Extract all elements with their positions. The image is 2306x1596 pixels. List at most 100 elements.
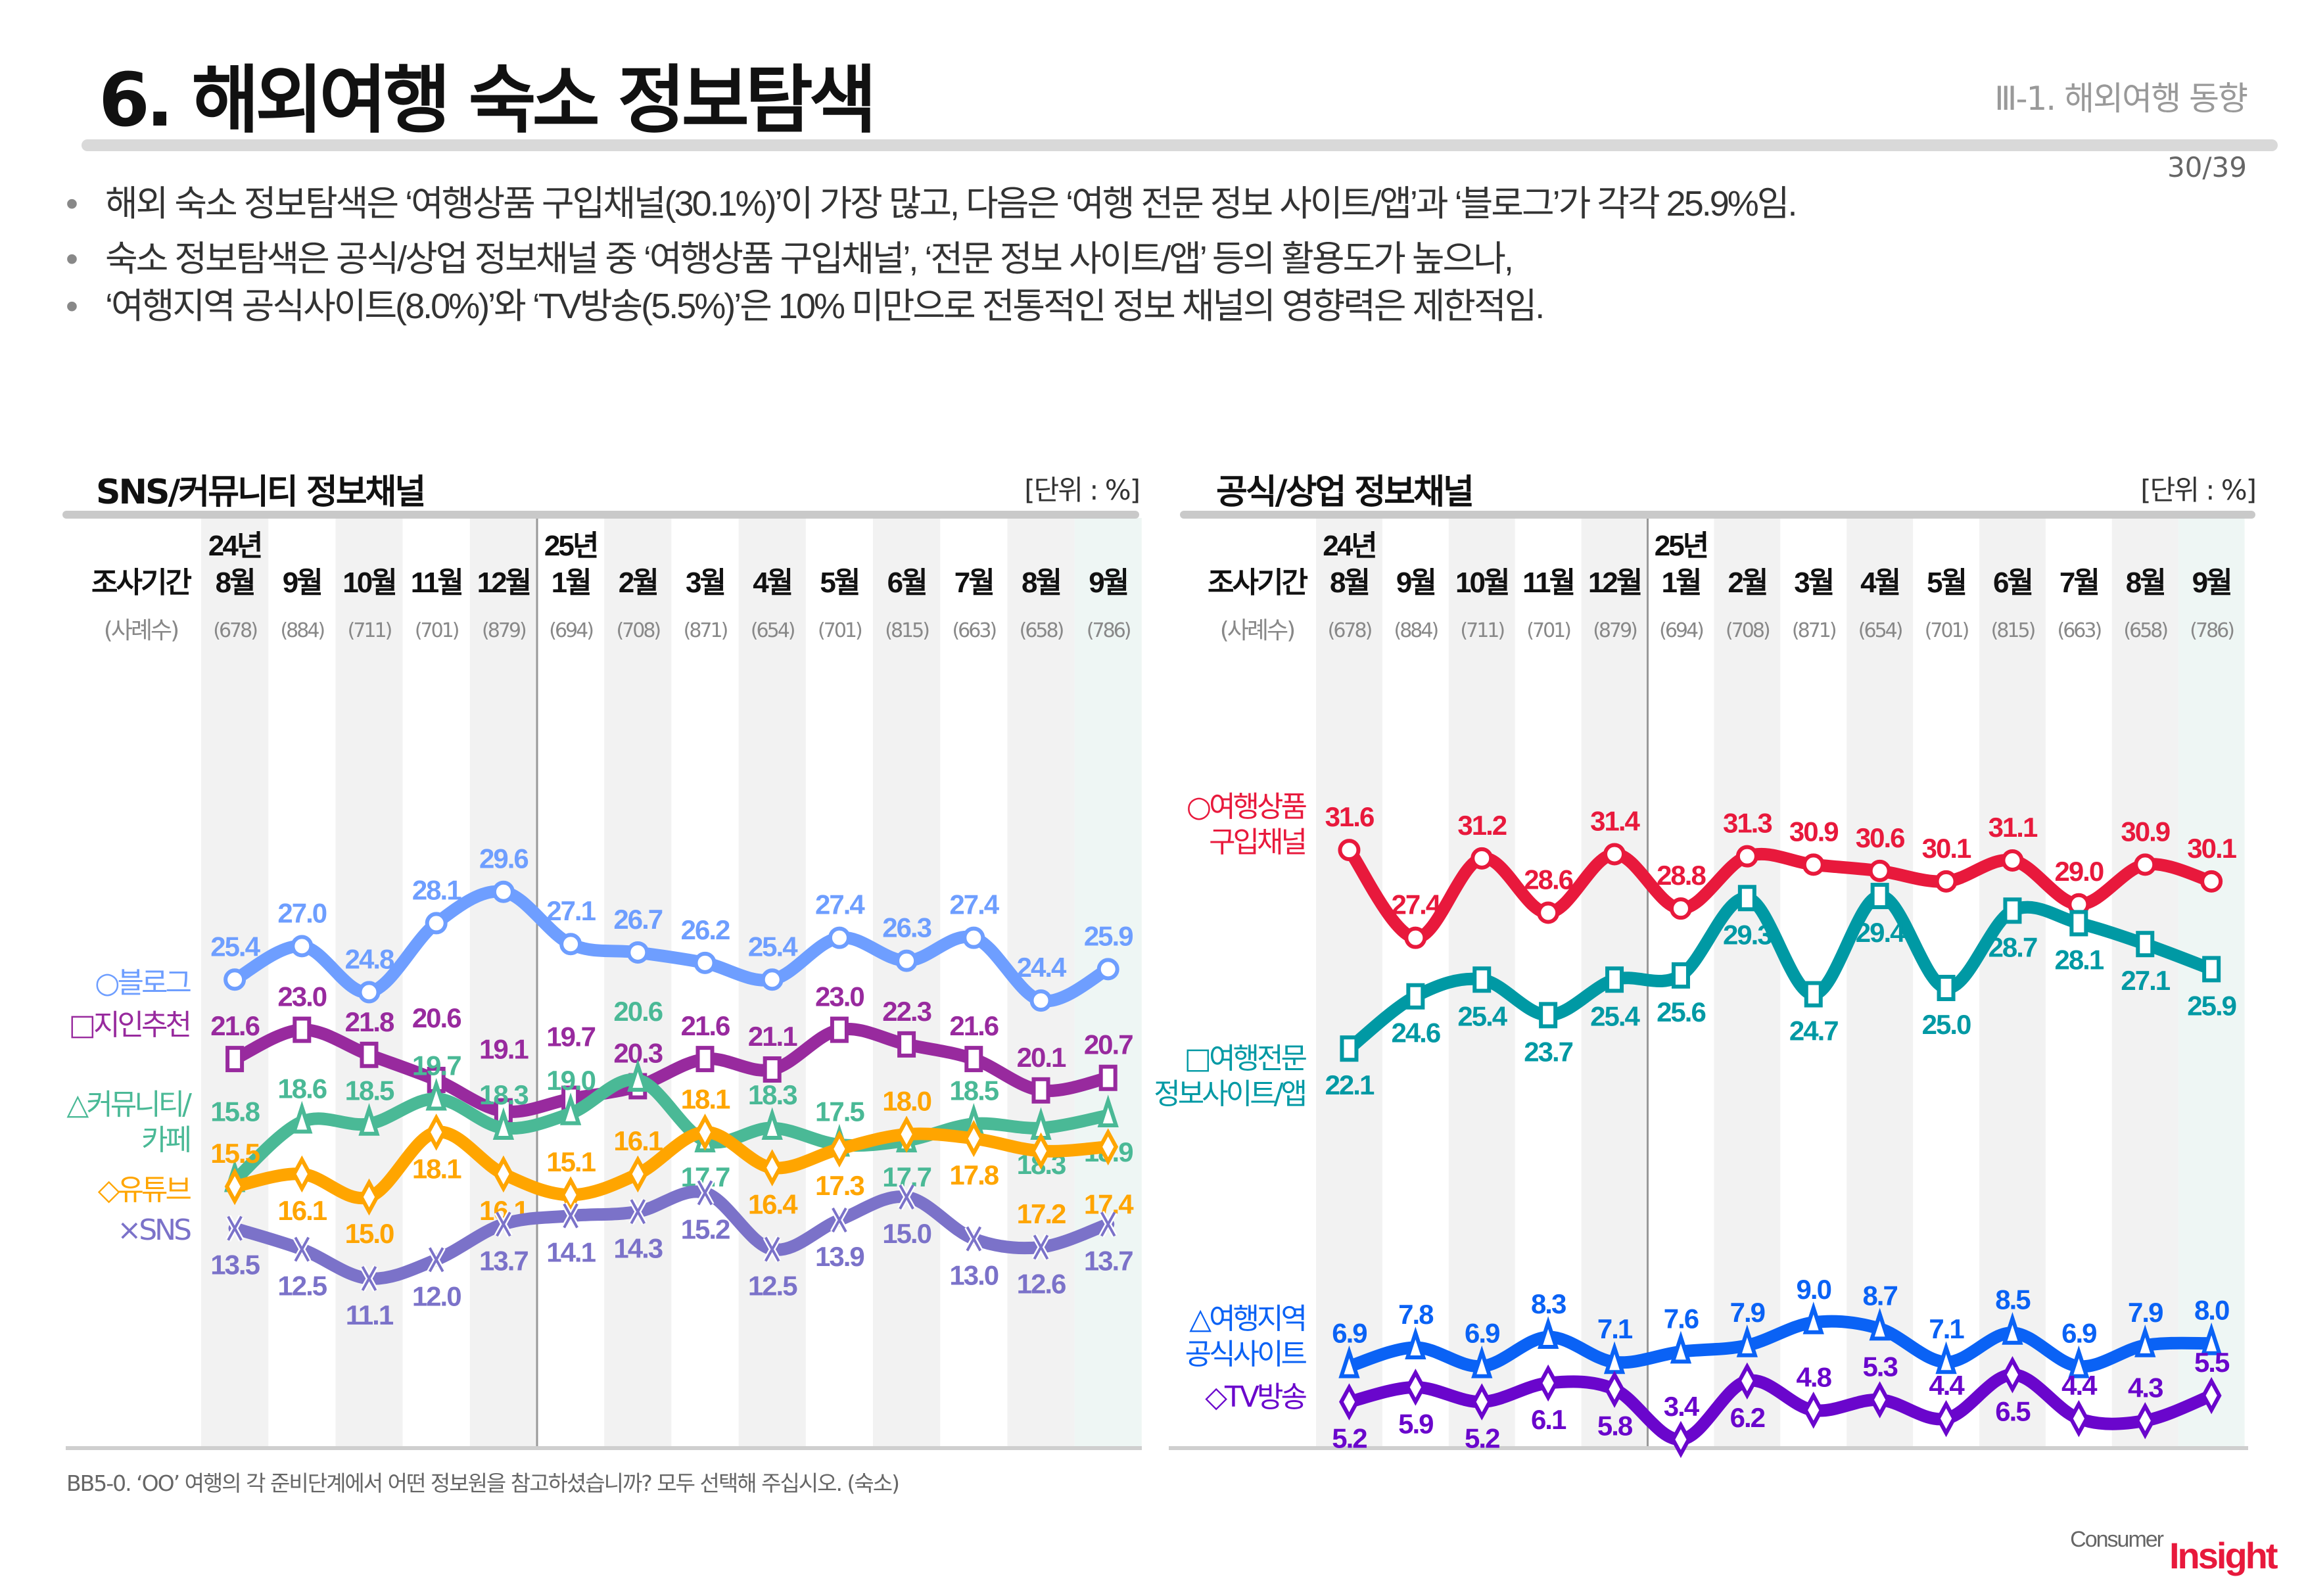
data-point-triangle bbox=[1471, 1345, 1493, 1378]
data-label: 6.2 bbox=[1730, 1402, 1765, 1433]
month-label: 1월 bbox=[1661, 567, 1702, 599]
data-label: 29.0 bbox=[2054, 856, 2103, 887]
month-label: 2월 bbox=[1728, 567, 1768, 599]
data-label: 13.9 bbox=[815, 1241, 864, 1272]
data-point-diamond bbox=[493, 1155, 514, 1193]
data-point-diamond bbox=[1803, 1392, 1824, 1429]
data-label: 21.1 bbox=[748, 1021, 797, 1052]
sample-label: (사례수) bbox=[103, 617, 179, 644]
sample-size: (701) bbox=[1924, 619, 1970, 642]
title-divider bbox=[82, 139, 2278, 151]
column-band bbox=[1714, 518, 1781, 1449]
data-label: 15.2 bbox=[681, 1214, 730, 1245]
sample-size: (711) bbox=[1460, 619, 1505, 642]
data-label: 14.1 bbox=[546, 1237, 596, 1268]
data-label: 31.2 bbox=[1457, 810, 1506, 841]
chart-baseline bbox=[66, 1446, 1142, 1450]
data-point-square bbox=[1031, 1077, 1050, 1104]
data-point-x-mark bbox=[697, 1180, 713, 1206]
month-label: 5월 bbox=[820, 567, 860, 599]
chart-title: SNS/커뮤니티 정보채널 bbox=[96, 473, 426, 512]
data-point-x-mark bbox=[294, 1236, 310, 1262]
month-label: 11월 bbox=[1522, 567, 1576, 599]
data-point-circle bbox=[425, 912, 448, 935]
data-label: 28.8 bbox=[1657, 860, 1706, 891]
data-label: 23.0 bbox=[815, 981, 864, 1012]
sample-size: (701) bbox=[818, 619, 863, 642]
data-label: 12.5 bbox=[748, 1271, 797, 1302]
data-point-square bbox=[1098, 1064, 1118, 1091]
data-label: 17.4 bbox=[1084, 1189, 1134, 1220]
data-point-x-mark bbox=[1100, 1211, 1116, 1237]
column-band bbox=[2111, 518, 2178, 1449]
data-label: 17.2 bbox=[1017, 1198, 1066, 1229]
data-point-circle bbox=[224, 968, 247, 991]
data-label: 24.4 bbox=[1017, 952, 1067, 983]
sample-size: (711) bbox=[347, 619, 393, 642]
series-line bbox=[228, 1185, 1115, 1285]
data-label: 31.1 bbox=[1988, 812, 2038, 843]
data-point-circle bbox=[559, 933, 582, 956]
footnote: BB5-0. ‘OO’ 여행의 각 준비단계에서 어떤 정보원을 참고하셨습니까… bbox=[66, 1470, 900, 1496]
data-label: 7.6 bbox=[1664, 1303, 1699, 1334]
sample-size: (678) bbox=[1327, 619, 1373, 642]
data-label: 5.8 bbox=[1597, 1411, 1633, 1442]
unit-label: [단위 : %] bbox=[1024, 474, 1141, 506]
data-label: 16.1 bbox=[277, 1195, 327, 1226]
data-label: 31.3 bbox=[1723, 808, 1772, 839]
sample-size: (708) bbox=[1726, 619, 1771, 642]
data-point-circle bbox=[962, 926, 985, 949]
series-line bbox=[1342, 1315, 2218, 1373]
data-label: 25.9 bbox=[2187, 990, 2236, 1021]
data-point-circle bbox=[2200, 870, 2223, 893]
data-point-x-mark bbox=[563, 1203, 578, 1229]
data-label: 15.0 bbox=[345, 1218, 394, 1249]
data-point-triangle bbox=[1935, 1341, 1957, 1374]
unit-label: [단위 : %] bbox=[2140, 474, 2257, 506]
data-label: 25.0 bbox=[1922, 1009, 1971, 1040]
data-point-square bbox=[1406, 983, 1425, 1010]
data-label: 19.7 bbox=[412, 1050, 461, 1081]
data-point-circle bbox=[1935, 870, 1958, 893]
data-label: 18.5 bbox=[345, 1075, 394, 1106]
month-label: 8월 bbox=[1022, 567, 1062, 599]
data-point-x-mark bbox=[496, 1211, 511, 1237]
data-label: 21.6 bbox=[681, 1010, 730, 1041]
data-label: 18.3 bbox=[748, 1079, 797, 1110]
data-label: 19.0 bbox=[546, 1065, 595, 1096]
sample-size: (658) bbox=[1019, 619, 1065, 642]
data-label: 6.9 bbox=[1332, 1318, 1367, 1349]
legend-diamond: ◇유튜브 bbox=[97, 1173, 192, 1207]
data-label: 18.5 bbox=[949, 1075, 999, 1106]
data-label: 26.3 bbox=[882, 912, 931, 943]
data-label: 9.0 bbox=[1797, 1274, 1831, 1305]
data-point-circle bbox=[1404, 926, 1427, 949]
data-label: 21.8 bbox=[345, 1006, 394, 1037]
data-point-square bbox=[225, 1046, 245, 1073]
data-label: 14.3 bbox=[613, 1232, 662, 1263]
data-label: 13.7 bbox=[1084, 1245, 1133, 1276]
data-label: 17.8 bbox=[949, 1160, 999, 1190]
data-label: 17.3 bbox=[815, 1170, 864, 1201]
data-point-square bbox=[2202, 956, 2221, 983]
data-label: 7.1 bbox=[1929, 1313, 1964, 1344]
logo-insight: Insight bbox=[2169, 1535, 2278, 1576]
data-point-circle bbox=[1537, 901, 1560, 924]
data-point-triangle bbox=[2068, 1345, 2090, 1378]
data-point-diamond bbox=[1339, 1383, 1359, 1420]
data-label: 8.5 bbox=[1995, 1284, 2031, 1315]
data-point-circle bbox=[1669, 897, 1692, 920]
month-label: 3월 bbox=[1794, 567, 1835, 599]
data-point-x-mark bbox=[899, 1185, 914, 1209]
data-point-diamond bbox=[896, 1115, 917, 1153]
chart-title: 공식/상업 정보채널 bbox=[1216, 473, 1474, 512]
data-label: 28.6 bbox=[1524, 864, 1572, 895]
sample-size: (786) bbox=[2190, 619, 2235, 642]
sample-label: (사례수) bbox=[1219, 617, 1296, 644]
data-label: 4.8 bbox=[1797, 1361, 1832, 1392]
bullet-2: 숙소 정보탐색은 공식/상업 정보채널 중 ‘여행상품 구입채널’, ‘전문 정… bbox=[66, 241, 1514, 277]
data-label: 26.7 bbox=[613, 904, 662, 935]
data-point-diamond bbox=[1737, 1362, 1758, 1400]
data-point-triangle bbox=[2002, 1311, 2023, 1345]
